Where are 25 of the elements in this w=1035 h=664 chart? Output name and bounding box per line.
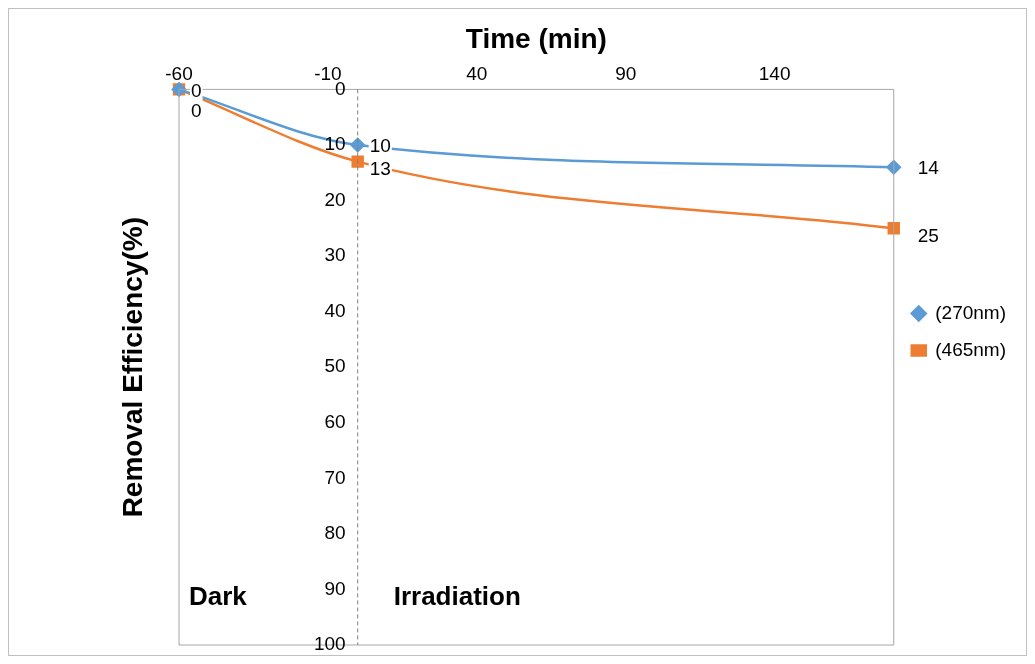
data-label: 10 [369,135,391,157]
data-label: 0 [191,79,202,101]
y-tick-label: 50 [324,355,346,377]
data-label: 0 [191,99,202,121]
x-tick-label: 40 [466,63,488,85]
x-axis-title: Time (min) [465,22,607,54]
x-tick-label: 140 [758,63,791,85]
y-tick-label: 40 [324,299,346,321]
legend-label: (270nm) [935,301,1006,323]
data-label: 13 [369,157,391,179]
data-label: 25 [917,224,939,246]
y-tick-label: 70 [324,466,346,488]
x-tick-label: -60 [165,63,193,85]
y-tick-label: 80 [324,522,346,544]
annotation: Irradiation [393,580,521,611]
y-tick-label: 100 [313,633,346,655]
y-tick-label: 60 [324,410,346,432]
y-tick-label: 90 [324,577,346,599]
annotation: Dark [189,580,248,611]
legend-label: (465nm) [935,338,1006,360]
y-tick-label: 30 [324,244,346,266]
y-tick-label: 20 [324,188,346,210]
data-label: 14 [917,157,940,179]
y-axis-title: Removal Efficiency(%) [116,217,148,518]
x-tick-label: 90 [615,63,637,85]
